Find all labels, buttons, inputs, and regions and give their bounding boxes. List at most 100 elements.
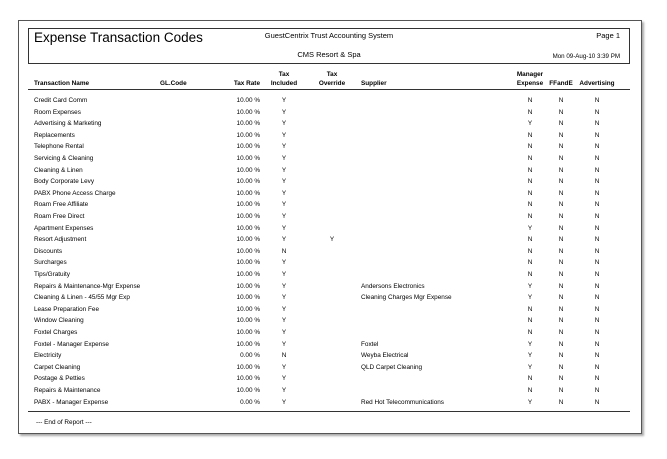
cell-tax-override: Y: [329, 236, 335, 244]
cell-ffande: N: [558, 201, 564, 209]
cell-name: Replacements: [34, 131, 75, 139]
column-header: Included: [270, 80, 298, 87]
cell-name: Body Corporate Levy: [34, 178, 95, 186]
cell-ffande: N: [558, 398, 564, 406]
cell-tax-included: Y: [281, 120, 287, 128]
cell-name: Tips/Gratuity: [34, 271, 70, 278]
cell-name: Telephone Rental: [34, 143, 84, 151]
cell-advertising: N: [594, 236, 600, 244]
cell-ffande: N: [558, 317, 564, 325]
cell-name: Lease Preparation Fee: [34, 305, 100, 313]
cell-tax-included: Y: [281, 97, 287, 104]
cell-tax-rate: 10.00 %: [236, 97, 260, 104]
cell-manager-expense: N: [527, 155, 533, 162]
cell-manager-expense: N: [527, 317, 533, 325]
cell-ffande: N: [558, 271, 564, 278]
cell-tax-included: Y: [281, 108, 287, 116]
cell-advertising: N: [594, 201, 600, 209]
cell-name: Postage & Petties: [34, 375, 85, 383]
cell-tax-included: Y: [281, 271, 287, 278]
cell-name: Carpet Cleaning: [34, 363, 81, 371]
cell-tax-included: Y: [281, 340, 287, 348]
cell-tax-included: Y: [281, 329, 287, 336]
cell-tax-rate: 0.00 %: [240, 398, 260, 406]
cell-ffande: N: [558, 305, 564, 313]
cell-supplier: Foxtel: [361, 340, 379, 348]
cell-tax-rate: 10.00 %: [236, 271, 260, 278]
cell-ffande: N: [558, 259, 564, 267]
cell-ffande: N: [558, 166, 564, 174]
cell-advertising: N: [594, 363, 600, 371]
cell-tax-included: Y: [281, 236, 287, 244]
cell-name: Servicing & Cleaning: [34, 155, 94, 162]
cell-ffande: N: [558, 131, 564, 139]
cell-manager-expense: Y: [527, 363, 533, 371]
cell-ffande: N: [558, 375, 564, 383]
cell-ffande: N: [558, 224, 564, 232]
cell-ffande: N: [558, 143, 564, 151]
cell-tax-included: Y: [281, 282, 287, 290]
cell-name: Repairs & Maintenance: [34, 387, 101, 394]
footer-rule: [28, 411, 630, 412]
cell-manager-expense: N: [527, 108, 533, 116]
column-header: Supplier: [361, 80, 387, 87]
cell-name: Cleaning & Linen - 45/55 Mgr Exp: [34, 294, 130, 302]
cell-tax-rate: 10.00 %: [236, 247, 260, 255]
cell-advertising: N: [594, 317, 600, 325]
cell-supplier: Cleaning Charges Mgr Expense: [361, 294, 452, 302]
cell-advertising: N: [594, 178, 600, 186]
cell-advertising: N: [594, 329, 600, 336]
cell-ffande: N: [558, 247, 564, 255]
cell-tax-included: N: [281, 247, 287, 255]
cell-tax-rate: 10.00 %: [236, 305, 260, 313]
cell-name: Cleaning & Linen: [34, 166, 83, 174]
cell-tax-rate: 10.00 %: [236, 329, 260, 336]
cell-tax-rate: 10.00 %: [236, 294, 260, 302]
cell-manager-expense: N: [527, 259, 533, 267]
column-header: Tax: [278, 71, 290, 78]
cell-manager-expense: N: [527, 166, 533, 174]
cell-name: Discounts: [34, 247, 63, 255]
cell-name: Foxtel - Manager Expense: [34, 340, 109, 348]
cell-name: PABX Phone Access Charge: [34, 189, 116, 197]
cell-ffande: N: [558, 363, 564, 371]
cell-manager-expense: Y: [527, 120, 533, 128]
cell-tax-included: Y: [281, 201, 287, 209]
cell-name: Room Expenses: [34, 108, 81, 116]
cell-ffande: N: [558, 120, 564, 128]
cell-name: PABX - Manager Expense: [34, 398, 109, 406]
cell-supplier: Red Hot Telecommunications: [361, 398, 444, 406]
cell-advertising: N: [594, 271, 600, 278]
cell-advertising: N: [594, 294, 600, 302]
cell-name: Roam Free Direct: [34, 213, 85, 220]
cell-name: Window Cleaning: [34, 317, 84, 325]
cell-tax-included: Y: [281, 259, 287, 267]
cell-advertising: N: [594, 131, 600, 139]
cell-manager-expense: Y: [527, 224, 533, 232]
cell-tax-included: Y: [281, 224, 287, 232]
cell-manager-expense: N: [527, 387, 533, 394]
cell-advertising: N: [594, 97, 600, 104]
cell-name: Apartment Expenses: [34, 224, 94, 232]
cell-tax-rate: 10.00 %: [236, 178, 260, 186]
system-name: GuestCentrix Trust Accounting System: [264, 31, 394, 40]
report-title: Expense Transaction Codes: [34, 30, 203, 45]
cell-advertising: N: [594, 398, 600, 406]
cell-tax-included: Y: [281, 189, 287, 197]
cell-ffande: N: [558, 178, 564, 186]
cell-tax-included: Y: [281, 305, 287, 313]
cell-manager-expense: N: [527, 178, 533, 186]
cell-ffande: N: [558, 387, 564, 394]
cell-ffande: N: [558, 352, 564, 360]
report-frame: [18, 20, 642, 434]
cell-ffande: N: [558, 213, 564, 220]
cell-tax-included: Y: [281, 375, 287, 383]
cell-tax-rate: 0.00 %: [240, 352, 260, 360]
cell-tax-rate: 10.00 %: [236, 108, 260, 116]
cell-tax-rate: 10.00 %: [236, 155, 260, 162]
cell-tax-rate: 10.00 %: [236, 120, 260, 128]
column-header: Expense: [516, 80, 544, 87]
cell-advertising: N: [594, 189, 600, 197]
column-header: Manager: [516, 71, 544, 78]
